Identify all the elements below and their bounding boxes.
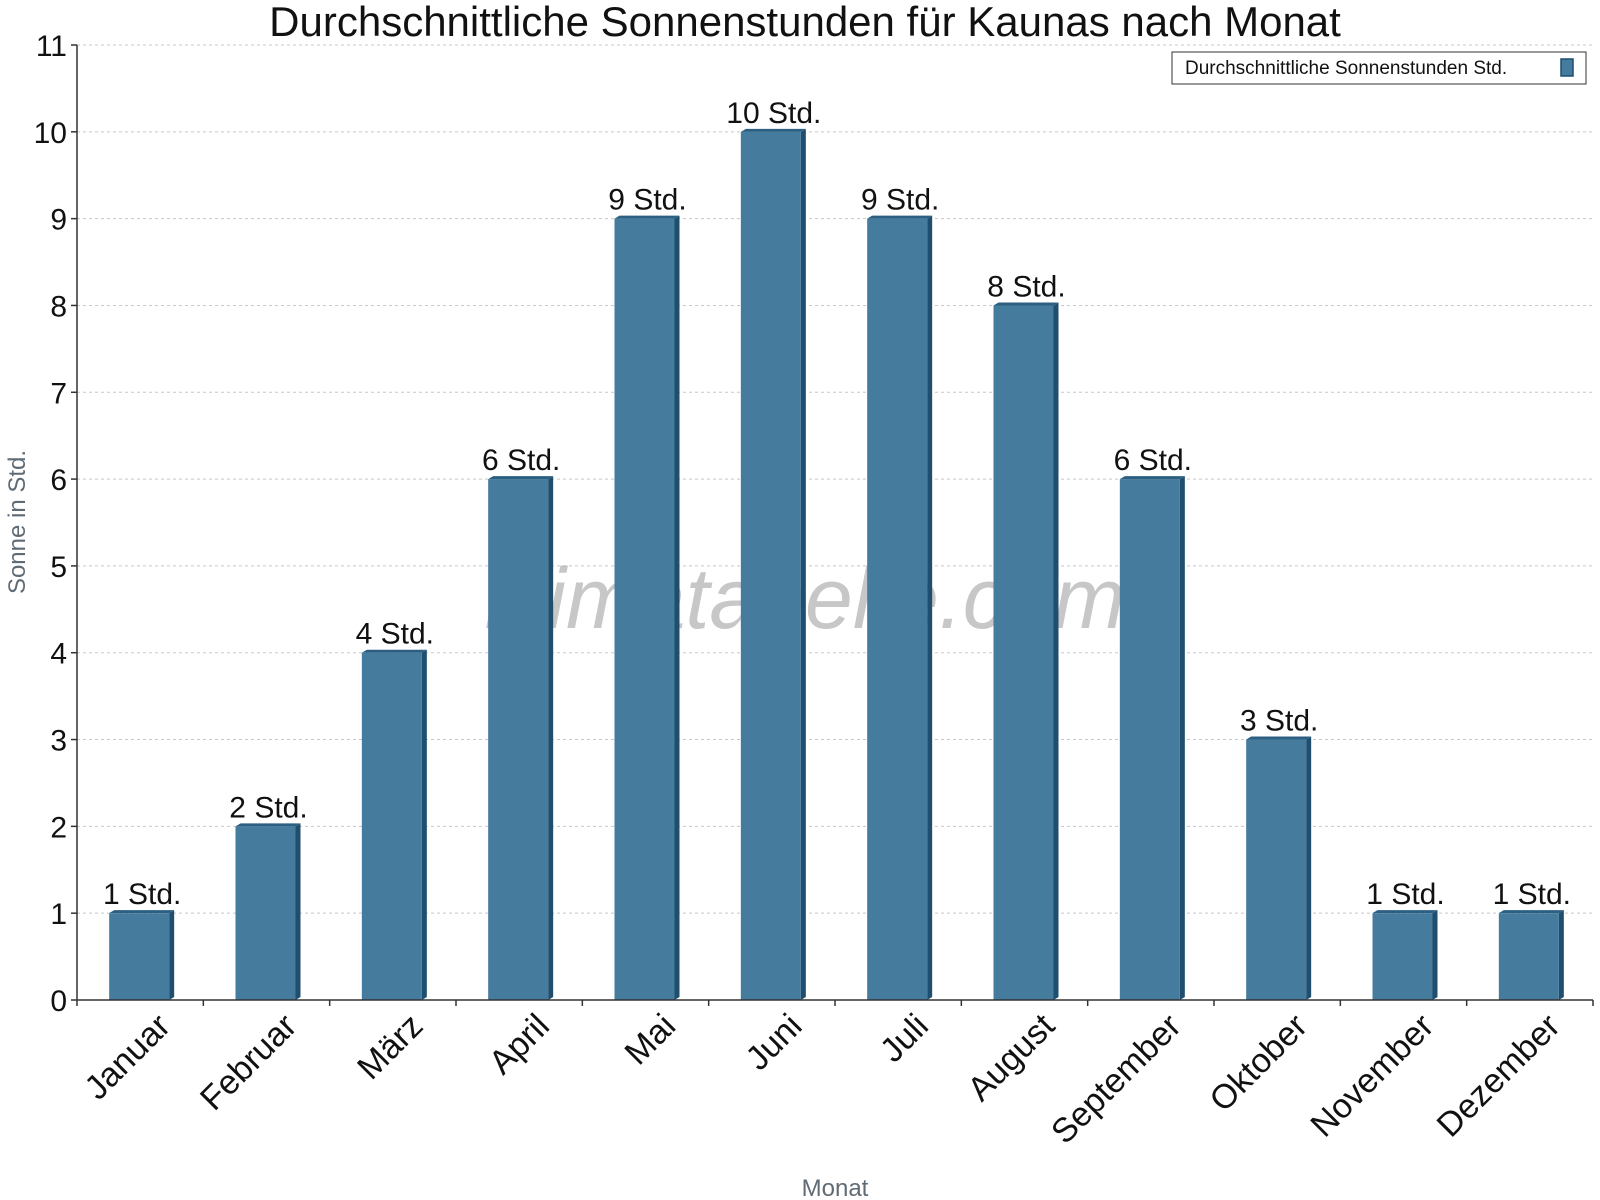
bar-top <box>361 649 427 653</box>
y-tick-label: 2 <box>50 811 67 844</box>
bar-dezember <box>1498 910 1564 1000</box>
bar-face <box>488 479 549 1000</box>
bar-side <box>927 215 933 1001</box>
x-tick-label: November <box>1303 1007 1441 1145</box>
bar-face <box>1498 913 1559 1000</box>
y-axis-label: Sonne in Std. <box>4 450 31 594</box>
y-tick-label: 4 <box>50 638 67 671</box>
bar-side <box>169 910 175 1000</box>
x-tick-label: Dezember <box>1430 1007 1568 1145</box>
x-tick-label: Januar <box>77 1007 177 1107</box>
bar-top <box>1498 910 1564 914</box>
x-tick-label: Oktober <box>1202 1007 1314 1119</box>
bar-juni <box>740 128 806 1000</box>
bar-oktober <box>1246 736 1312 1000</box>
y-tick-label: 0 <box>50 985 67 1018</box>
bar-value-label: 9 Std. <box>608 184 686 217</box>
bar-märz <box>361 649 427 1000</box>
bar-value-label: 6 Std. <box>1114 444 1192 477</box>
bar-side <box>1558 910 1564 1000</box>
bar-face <box>614 218 675 1001</box>
bar-mai <box>614 215 680 1001</box>
bar-november <box>1372 910 1438 1000</box>
bar-juli <box>867 215 933 1001</box>
bar-side <box>1053 302 1059 1000</box>
x-tick-label: Mai <box>618 1007 684 1073</box>
x-tick-label: Juni <box>739 1007 810 1078</box>
bar-top <box>867 215 933 219</box>
bar-face <box>740 131 801 1000</box>
y-tick-label: 1 <box>50 898 67 931</box>
y-tick-label: 5 <box>50 551 67 584</box>
x-tick-label: Februar <box>193 1007 304 1118</box>
bar-side <box>1306 736 1312 1000</box>
bar-value-label: 2 Std. <box>229 791 307 824</box>
bar-face <box>1372 913 1433 1000</box>
y-tick-label: 6 <box>50 464 67 497</box>
bar-face <box>235 826 296 1000</box>
bar-value-label: 3 Std. <box>1240 705 1318 738</box>
legend-swatch <box>1560 58 1574 77</box>
bar-side <box>548 476 554 1000</box>
bar-top <box>1119 476 1185 480</box>
bar-top <box>740 128 806 132</box>
bar-top <box>109 910 175 914</box>
bar-face <box>993 305 1054 1000</box>
bar-top <box>1372 910 1438 914</box>
bar-januar <box>109 910 175 1000</box>
bar-side <box>1179 476 1185 1000</box>
bar-value-label: 1 Std. <box>1493 878 1571 911</box>
chart-title: Durchschnittliche Sonnenstunden für Kaun… <box>269 0 1341 45</box>
bar-side <box>674 215 680 1001</box>
bar-side <box>421 649 427 1000</box>
x-tick-label: August <box>960 1006 1062 1108</box>
bar-top <box>235 823 301 827</box>
bar-top <box>614 215 680 219</box>
bar-side <box>800 128 806 1000</box>
bar-face <box>361 652 422 1000</box>
bar-value-label: 1 Std. <box>1366 878 1444 911</box>
bars <box>109 128 1564 1001</box>
bar-value-label: 1 Std. <box>103 878 181 911</box>
bar-value-label: 8 Std. <box>987 270 1065 303</box>
bar-value-label: 4 Std. <box>356 618 434 651</box>
x-tick-label: September <box>1044 1007 1188 1151</box>
x-axis-label: Monat <box>802 1175 869 1200</box>
bar-face <box>867 218 928 1001</box>
x-axis-ticks: Januar Februar März April Mai Juni Juli AugustS… <box>76 1000 1594 1151</box>
bar-side <box>1432 910 1438 1000</box>
y-tick-label: 9 <box>50 204 67 237</box>
y-tick-label: 11 <box>36 30 67 63</box>
x-tick-label: April <box>482 1007 557 1082</box>
legend-box <box>1171 51 1587 85</box>
bar-face <box>109 913 170 1000</box>
bar-value-label: 6 Std. <box>482 444 560 477</box>
bar-april <box>488 476 554 1000</box>
bar-august <box>993 302 1059 1000</box>
legend[interactable]: Durchschnittliche Sonnenstunden Std. <box>1171 51 1587 85</box>
y-tick-label: 3 <box>50 725 67 758</box>
bar-value-label: 9 Std. <box>861 184 939 217</box>
y-tick-label: 8 <box>50 290 67 323</box>
bar-februar <box>235 823 301 1000</box>
y-tick-label: 7 <box>50 377 67 410</box>
bar-face <box>1119 479 1180 1000</box>
x-tick-label: Juli <box>873 1007 936 1070</box>
data-labels: 1 Std. 2 Std. 4 Std. 6 Std. 9 Std. 10 Std. 9 S… <box>103 97 1571 911</box>
legend-label: Durchschnittliche Sonnenstunden Std. <box>1185 58 1507 79</box>
bar-face <box>1246 739 1307 1000</box>
bar-top <box>1246 736 1312 740</box>
bar-september <box>1119 476 1185 1000</box>
bar-value-label: 10 Std. <box>726 97 821 130</box>
bar-top <box>488 476 554 480</box>
bar-side <box>295 823 301 1000</box>
y-axis-ticks: 0 1 2 3 4 5 6 7 8 9 10 11 <box>34 30 77 1018</box>
bar-top <box>993 302 1059 306</box>
grid-lines <box>77 44 1593 914</box>
y-tick-label: 10 <box>34 117 67 150</box>
x-tick-label: März <box>350 1007 430 1087</box>
